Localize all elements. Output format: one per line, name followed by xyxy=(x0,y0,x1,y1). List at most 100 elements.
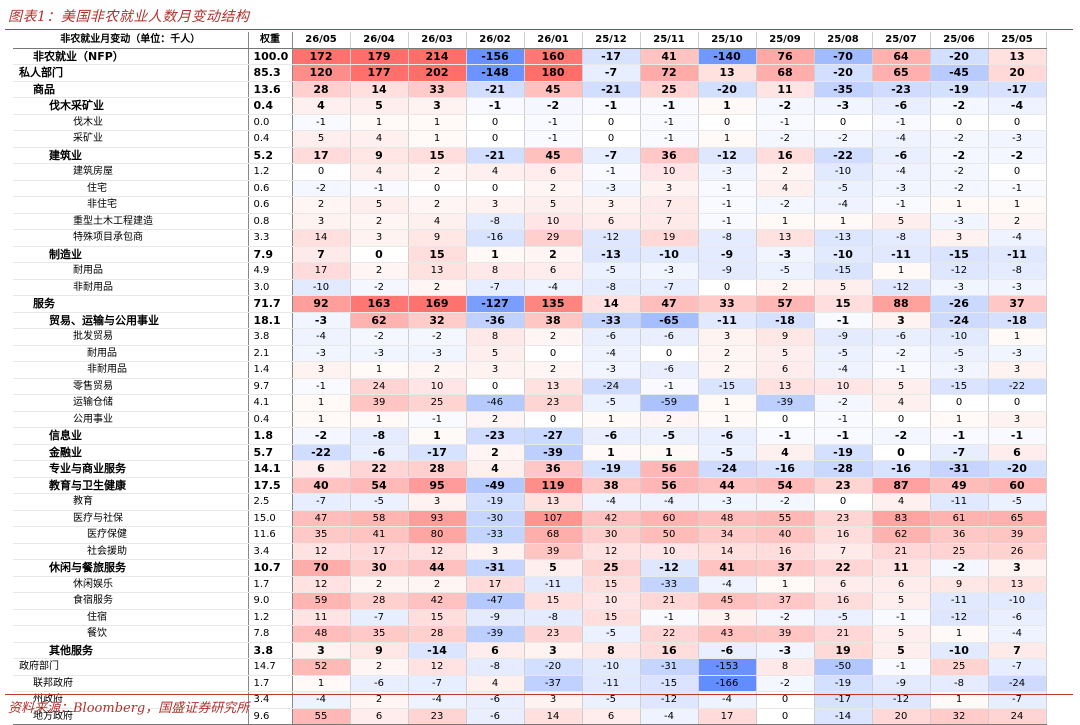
value-cell: -4 xyxy=(698,576,757,593)
value-cell: 5 xyxy=(872,592,931,610)
value-cell: 1 xyxy=(698,394,757,412)
value-cell: 13 xyxy=(524,378,583,395)
value-cell: 49 xyxy=(930,477,989,494)
value-cell: -10 xyxy=(640,246,699,263)
value-cell: 3 xyxy=(466,196,525,214)
value-cell: 0 xyxy=(524,411,583,428)
value-cell: -6 xyxy=(582,328,641,346)
value-cell: -5 xyxy=(814,345,873,362)
value-cell: -3 xyxy=(408,345,467,362)
row-label: 餐饮 xyxy=(13,625,249,643)
value-cell: 92 xyxy=(292,295,351,313)
header-month: 25/10 xyxy=(698,32,757,49)
row-weight: 4.1 xyxy=(248,394,293,412)
row-weight: 1.2 xyxy=(248,163,293,181)
value-cell: 0 xyxy=(756,708,815,725)
value-cell: 35 xyxy=(292,526,351,544)
value-cell: 80 xyxy=(408,526,467,544)
value-cell: -127 xyxy=(466,295,525,313)
row-weight: 3.0 xyxy=(248,279,293,296)
value-cell: -28 xyxy=(814,460,873,478)
value-cell: 2 xyxy=(466,411,525,428)
value-cell: -6 xyxy=(350,675,409,692)
value-cell: 9 xyxy=(350,147,409,164)
row-label: 休闲娱乐 xyxy=(13,576,249,593)
value-cell: 29 xyxy=(524,229,583,247)
value-cell: -15 xyxy=(930,378,989,395)
value-cell: -4 xyxy=(524,279,583,296)
value-cell: -11 xyxy=(930,592,989,610)
value-cell: 40 xyxy=(756,526,815,544)
table-row: 商品 13.6 28 14 33 -21 45 -21 25 -20 11 -35 -23 -19 -17 xyxy=(13,80,1047,98)
value-cell: -12 xyxy=(872,691,931,709)
value-cell: 70 xyxy=(292,559,351,577)
value-cell: 3 xyxy=(988,559,1047,577)
value-cell: 41 xyxy=(350,526,409,544)
value-cell: -8 xyxy=(930,675,989,692)
value-cell: -37 xyxy=(524,675,583,692)
value-cell: -14 xyxy=(814,708,873,725)
value-cell: -6 xyxy=(698,642,757,659)
value-cell: -5 xyxy=(814,180,873,197)
value-cell: -166 xyxy=(698,675,757,692)
value-cell: 13 xyxy=(988,48,1047,65)
value-cell: 15 xyxy=(582,609,641,626)
value-cell: -1 xyxy=(872,361,931,379)
value-cell: -10 xyxy=(988,592,1047,610)
value-cell: -1 xyxy=(640,130,699,148)
value-cell: 20 xyxy=(872,708,931,725)
value-cell: 5 xyxy=(524,196,583,214)
value-cell: 61 xyxy=(930,510,989,527)
value-cell: -8 xyxy=(466,213,525,230)
value-cell: 6 xyxy=(524,262,583,280)
value-cell: -2 xyxy=(988,147,1047,164)
value-cell: -39 xyxy=(524,444,583,461)
value-cell: -5 xyxy=(698,444,757,461)
value-cell: -2 xyxy=(930,130,989,148)
value-cell: 37 xyxy=(756,592,815,610)
header-month: 26/01 xyxy=(524,32,583,49)
value-cell: -1 xyxy=(814,427,873,445)
value-cell: 36 xyxy=(930,526,989,544)
table-row: 其他服务 3.8 3 9 -14 6 3 8 16 -6 -3 19 5 -10 7 xyxy=(13,642,1047,659)
value-cell: -1 xyxy=(872,196,931,214)
value-cell: 6 xyxy=(582,213,641,230)
value-cell: 37 xyxy=(988,295,1047,313)
value-cell: 15 xyxy=(814,295,873,313)
value-cell: 1 xyxy=(698,130,757,148)
value-cell: 2 xyxy=(408,279,467,296)
value-cell: 2 xyxy=(350,691,409,709)
table-row: 休闲娱乐 1.7 12 2 2 17 -11 15 -33 -4 1 6 6 9 13 xyxy=(13,576,1047,593)
value-cell: 24 xyxy=(350,378,409,395)
value-cell: 35 xyxy=(350,625,409,643)
value-cell: 65 xyxy=(872,64,931,82)
value-cell: 1 xyxy=(930,411,989,428)
value-cell: 8 xyxy=(466,262,525,280)
row-weight: 85.3 xyxy=(248,64,293,82)
value-cell: 6 xyxy=(292,460,351,478)
value-cell: -3 xyxy=(698,163,757,181)
row-label: 非耐用品 xyxy=(13,361,249,379)
value-cell: 17 xyxy=(292,262,351,280)
value-cell: 1 xyxy=(466,246,525,263)
row-label: 其他服务 xyxy=(13,642,249,659)
value-cell: -6 xyxy=(350,444,409,461)
row-weight: 2.5 xyxy=(248,493,293,511)
table-row: 采矿业 0.4 5 4 1 0 -1 0 -1 1 -2 -2 -4 -2 -3 xyxy=(13,130,1047,148)
value-cell: 7 xyxy=(292,246,351,263)
row-label: 住宿 xyxy=(13,609,249,626)
value-cell: -9 xyxy=(872,675,931,692)
value-cell: 0 xyxy=(466,180,525,197)
value-cell: 55 xyxy=(292,708,351,725)
value-cell: 3 xyxy=(872,312,931,329)
value-cell: 26 xyxy=(988,543,1047,560)
value-cell: -7 xyxy=(408,675,467,692)
table-row: 服务 71.7 92 163 169 -127 135 14 47 33 57 15 88 -26 37 xyxy=(13,295,1047,313)
table-row: 伐木采矿业 0.4 4 5 3 -1 -2 -1 -1 1 -2 -3 -6 -2 -4 xyxy=(13,97,1047,115)
value-cell: 16 xyxy=(640,642,699,659)
value-cell: 6 xyxy=(524,163,583,181)
value-cell: 30 xyxy=(350,559,409,577)
row-label: 公用事业 xyxy=(13,411,249,428)
row-weight: 17.5 xyxy=(248,477,293,494)
row-label: 非农就业（NFP） xyxy=(13,48,249,65)
